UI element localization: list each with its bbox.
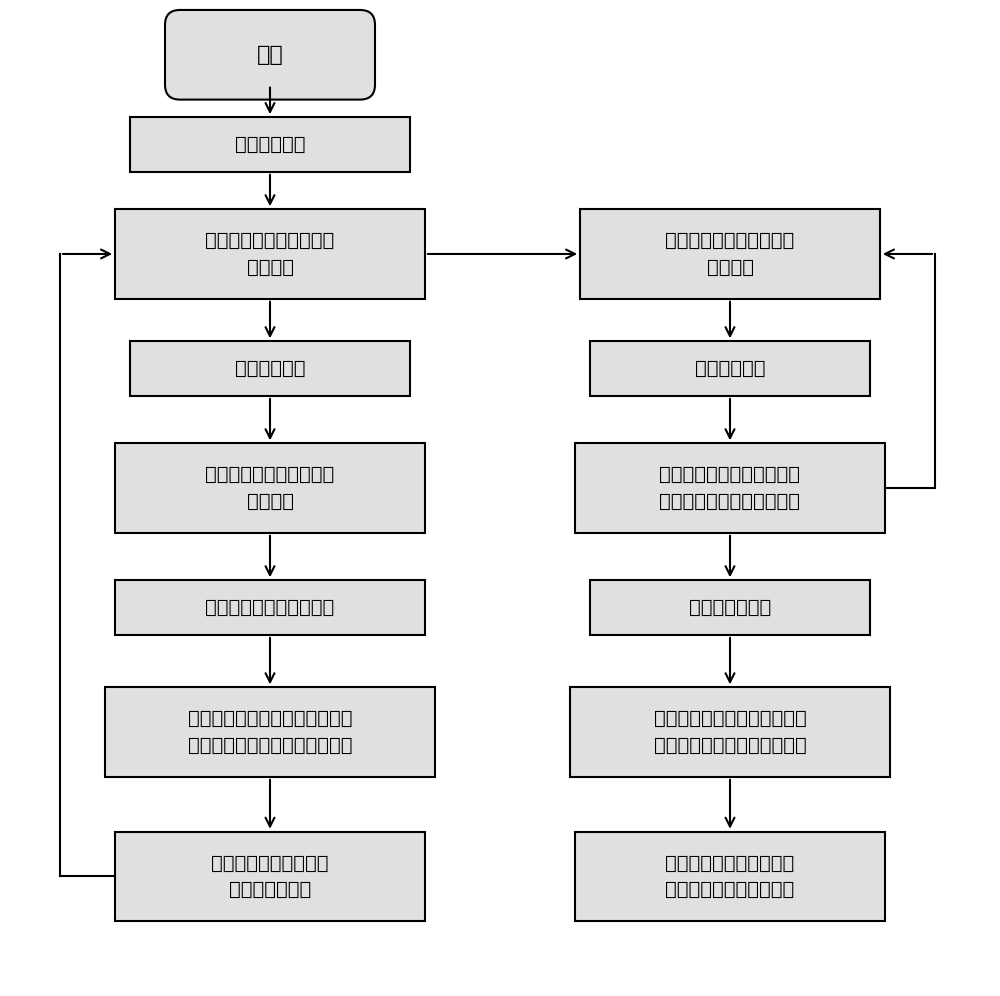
Text: 投影纯色灰度图（初次为
全白图）: 投影纯色灰度图（初次为 全白图） xyxy=(205,231,335,277)
FancyBboxPatch shape xyxy=(115,832,425,921)
FancyBboxPatch shape xyxy=(590,580,870,635)
Text: 生成经过初次调节的光栅: 生成经过初次调节的光栅 xyxy=(205,598,335,618)
FancyBboxPatch shape xyxy=(130,341,410,395)
FancyBboxPatch shape xyxy=(115,209,425,299)
Text: 相机采集图像: 相机采集图像 xyxy=(695,359,765,378)
FancyBboxPatch shape xyxy=(590,341,870,395)
FancyBboxPatch shape xyxy=(130,117,410,171)
FancyBboxPatch shape xyxy=(115,443,425,533)
FancyBboxPatch shape xyxy=(115,580,425,635)
Text: 生成最终的光栅: 生成最终的光栅 xyxy=(689,598,771,618)
FancyBboxPatch shape xyxy=(580,209,880,299)
Text: 利用二分法以及坐标匹配关
系逐像素调节投影图像灰度: 利用二分法以及坐标匹配关 系逐像素调节投影图像灰度 xyxy=(660,465,800,511)
FancyBboxPatch shape xyxy=(575,443,885,533)
Text: 利用二分法调节投影图像
整体灰度: 利用二分法调节投影图像 整体灰度 xyxy=(205,465,335,511)
FancyBboxPatch shape xyxy=(575,832,885,921)
Text: 投影最终生成的光栅，利用相
移法和格雷码法求取绝对相位: 投影最终生成的光栅，利用相 移法和格雷码法求取绝对相位 xyxy=(654,709,806,755)
Text: 利用绝对相位和相机投影
仪参数计算物体三维坐标: 利用绝对相位和相机投影 仪参数计算物体三维坐标 xyxy=(665,854,795,899)
Text: 投影纯色灰度图（初次为
全白图）: 投影纯色灰度图（初次为 全白图） xyxy=(665,231,795,277)
Text: 相机采集图像: 相机采集图像 xyxy=(235,359,305,378)
FancyBboxPatch shape xyxy=(570,687,890,777)
Text: 设定饱和阈值: 设定饱和阈值 xyxy=(235,134,305,154)
Text: 开始: 开始 xyxy=(257,45,283,65)
Text: 利用绝对相位完成饱和
区域的坐标匹配: 利用绝对相位完成饱和 区域的坐标匹配 xyxy=(211,854,329,899)
FancyBboxPatch shape xyxy=(165,10,375,100)
FancyBboxPatch shape xyxy=(105,687,435,777)
Text: 投影经过初次调节的光栅，利用
相移法和格雷码法求取绝对相位: 投影经过初次调节的光栅，利用 相移法和格雷码法求取绝对相位 xyxy=(188,709,352,755)
